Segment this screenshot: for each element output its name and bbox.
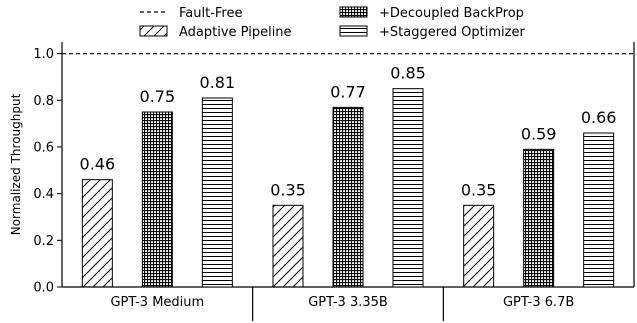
bar: [392, 88, 424, 288]
y-tick-label: 1.0: [33, 47, 54, 62]
legend-label: +Decoupled BackProp: [379, 6, 524, 21]
legend-label: Fault-Free: [179, 6, 242, 21]
bar: [141, 111, 173, 288]
bar-value-label: 0.81: [200, 73, 236, 92]
bar-value-label: 0.75: [140, 87, 176, 106]
bar-value-label: 0.59: [521, 124, 557, 143]
bar: [81, 179, 113, 288]
bar: [272, 204, 304, 288]
bar-value-label: 0.35: [461, 180, 497, 199]
y-tick-label: 0.8: [33, 94, 54, 109]
y-axis-label: Normalized Throughput: [9, 93, 23, 235]
bar: [583, 132, 615, 288]
category-label: GPT-3 6.7B: [503, 295, 574, 310]
legend-swatch: [339, 25, 368, 37]
bar-value-label: 0.77: [330, 82, 366, 101]
category-label: GPT-3 3.35B: [308, 295, 388, 310]
y-tick-label: 0.6: [33, 141, 54, 156]
legend-swatch: [339, 6, 368, 18]
legend: Fault-Free +Decoupled BackProp Adaptive Pi…: [139, 6, 525, 40]
bar-value-label: 0.66: [581, 108, 617, 127]
y-tick-label: 0.0: [33, 281, 54, 296]
bar-value-label: 0.46: [80, 155, 116, 174]
y-tick-label: 0.2: [33, 234, 54, 249]
bar: [463, 204, 495, 288]
plot-area: GPT-3 Medium 0.46 0.75 0.81 GPT-3 3.35B 0.35 0…: [61, 42, 635, 321]
legend-label: +Staggered Optimizer: [379, 25, 525, 40]
bar-value-label: 0.85: [390, 64, 426, 83]
category-label: GPT-3 Medium: [110, 295, 204, 310]
y-tick-label: 0.4: [33, 187, 54, 202]
bar: [332, 106, 364, 288]
bar: [523, 148, 555, 288]
legend-label: Adaptive Pipeline: [179, 25, 292, 40]
bar: [201, 97, 233, 288]
bar-value-label: 0.35: [270, 180, 306, 199]
y-axis: 0.0 0.2 0.4 0.6 0.8 1.0: [33, 47, 62, 296]
legend-swatch: [139, 25, 168, 37]
